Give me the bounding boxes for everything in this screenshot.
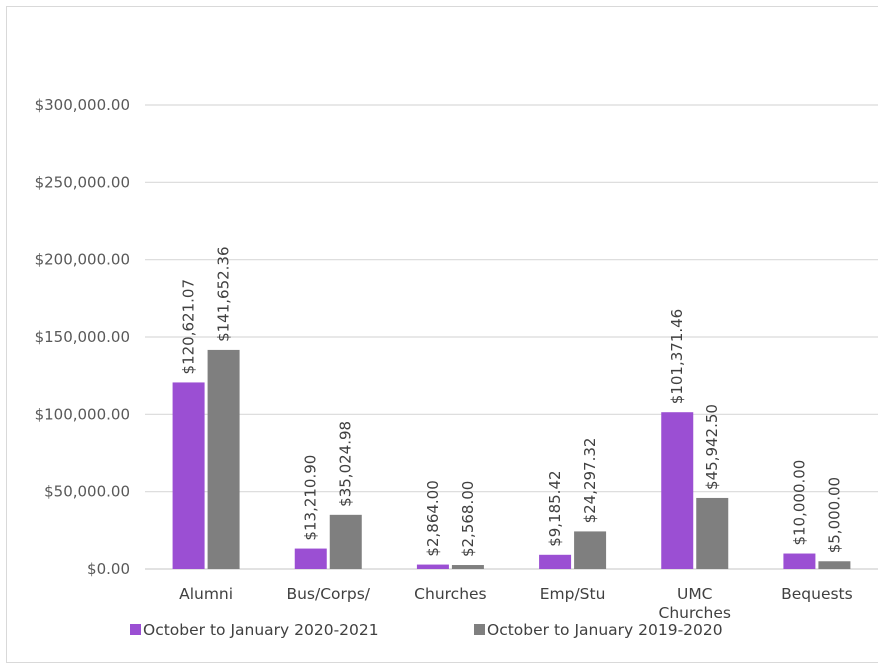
data-label: $2,568.00 <box>459 481 477 557</box>
data-label: $45,942.50 <box>703 404 721 490</box>
x-category-label: Churches <box>414 585 486 603</box>
data-label: $120,621.07 <box>180 279 198 374</box>
bar <box>574 531 607 569</box>
bar <box>818 561 851 569</box>
y-tick-label: $250,000.00 <box>35 173 130 191</box>
bar <box>207 349 240 569</box>
bar <box>696 497 729 569</box>
y-tick-label: $150,000.00 <box>35 328 130 346</box>
data-label: $13,210.90 <box>302 455 320 541</box>
y-tick-label: $300,000.00 <box>35 96 130 114</box>
bar <box>539 554 572 569</box>
data-label: $24,297.32 <box>581 438 599 524</box>
y-tick-label: $0.00 <box>87 560 130 578</box>
x-category-label: Emp/Stu <box>540 585 606 603</box>
data-label: $35,024.98 <box>337 421 355 507</box>
x-category-label: Bus/Corps/ <box>286 585 370 603</box>
y-tick-label: $100,000.00 <box>35 405 130 423</box>
data-label: $9,185.42 <box>546 470 564 546</box>
bar <box>416 564 449 569</box>
x-category-label: Churches <box>659 604 731 622</box>
legend-swatch <box>474 624 485 635</box>
data-label: $101,371.46 <box>668 309 686 404</box>
y-tick-label: $50,000.00 <box>44 483 130 501</box>
legend-label: October to January 2019-2020 <box>487 621 723 639</box>
bar <box>172 382 205 569</box>
legend-label: October to January 2020-2021 <box>143 621 379 639</box>
data-label: $141,652.36 <box>215 246 233 341</box>
bar <box>451 565 484 569</box>
chart-frame <box>6 6 878 663</box>
x-category-label: Bequests <box>781 585 853 603</box>
x-category-label: UMC <box>677 585 713 603</box>
y-tick-label: $200,000.00 <box>35 251 130 269</box>
bar <box>329 514 362 569</box>
data-label: $5,000.00 <box>825 477 843 553</box>
bar <box>783 553 816 569</box>
bar <box>661 412 694 569</box>
bar <box>294 548 327 569</box>
x-category-label: Alumni <box>179 585 233 603</box>
data-label: $10,000.00 <box>790 460 808 546</box>
data-label: $2,864.00 <box>424 480 442 556</box>
legend-swatch <box>130 624 141 635</box>
